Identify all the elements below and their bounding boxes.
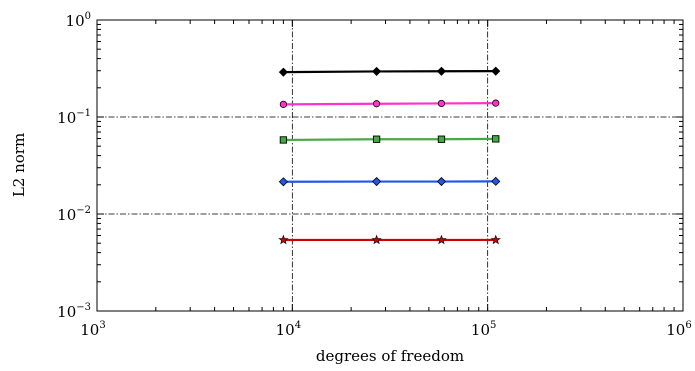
- data-point: [436, 234, 447, 245]
- data-point: [278, 67, 288, 77]
- series-line: [283, 137, 496, 142]
- data-point: [372, 135, 381, 143]
- data-point: [278, 234, 289, 245]
- x-tick-label: 103: [80, 320, 105, 339]
- data-point: [372, 66, 382, 76]
- series-5: [278, 234, 501, 245]
- data-point: [278, 177, 288, 187]
- series-4: [278, 176, 501, 187]
- data-point: [279, 136, 288, 144]
- data-point: [437, 135, 446, 143]
- data-point: [491, 176, 501, 186]
- data-point: [372, 100, 381, 108]
- y-axis-label: L2 norm: [10, 133, 28, 197]
- series-layer: [278, 66, 501, 245]
- data-point: [490, 234, 501, 245]
- plot-frame: [96, 19, 684, 312]
- y-tick-label: 100: [66, 11, 91, 30]
- x-tick-label: 106: [666, 320, 691, 339]
- series-2: [279, 99, 500, 108]
- data-point: [279, 100, 287, 108]
- y-tick-label: 10−1: [57, 108, 91, 127]
- data-point: [372, 176, 382, 187]
- series-1: [278, 66, 501, 77]
- series-3: [279, 135, 500, 144]
- data-point: [437, 99, 446, 108]
- x-axis-label: degrees of freedom: [316, 347, 464, 365]
- x-tick-label: 105: [471, 320, 496, 339]
- data-point: [492, 99, 500, 107]
- data-point: [492, 135, 500, 143]
- tick-labels: 103 104 105 106 100 10−1 10−2 10−3: [57, 11, 692, 339]
- data-point: [491, 66, 501, 76]
- tick-marks: [96, 19, 684, 312]
- series-line: [283, 70, 496, 74]
- grid-lines: [97, 20, 683, 311]
- series-line: [283, 102, 496, 106]
- y-tick-label: 10−2: [57, 205, 91, 224]
- x-tick-label: 104: [276, 320, 301, 339]
- data-point: [436, 66, 447, 76]
- data-point: [436, 176, 447, 187]
- data-point: [371, 234, 382, 245]
- y-tick-label: 10−3: [57, 302, 91, 321]
